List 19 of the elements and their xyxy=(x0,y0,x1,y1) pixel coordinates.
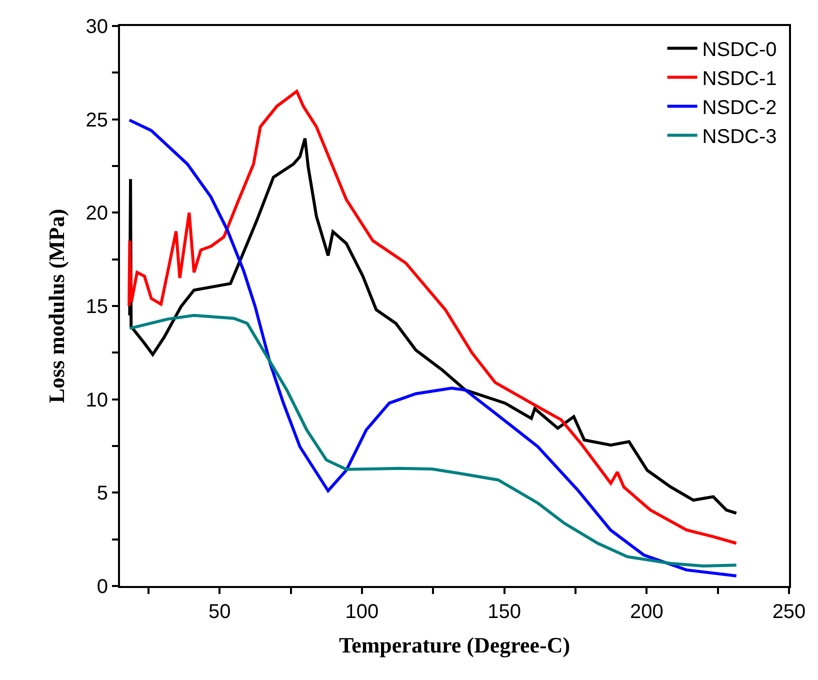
legend-label: NSDC-2 xyxy=(702,97,777,120)
x-tick-label: 200 xyxy=(630,601,664,623)
y-tick-label: 25 xyxy=(86,109,108,132)
legend-label: NSDC-3 xyxy=(702,126,777,148)
legend-label: NSDC-0 xyxy=(702,39,777,62)
y-tick-label: 30 xyxy=(86,16,108,38)
y-tick-label: 0 xyxy=(96,576,108,598)
y-tick-label: 5 xyxy=(96,482,108,505)
y-tick-label: 10 xyxy=(86,389,108,412)
x-axis-title: Temperature (Degree-C) xyxy=(338,632,570,658)
y-axis-title: Loss modulus (MPa) xyxy=(44,208,70,404)
x-tick-label: 50 xyxy=(208,601,231,623)
y-tick-label: 15 xyxy=(86,296,108,318)
y-tick-label: 20 xyxy=(86,202,108,225)
x-tick-label: 250 xyxy=(772,601,806,623)
x-tick-label: 150 xyxy=(488,601,522,623)
x-tick-label: 100 xyxy=(345,601,379,623)
line-series xyxy=(128,314,738,568)
legend-label: NSDC-1 xyxy=(702,68,777,90)
